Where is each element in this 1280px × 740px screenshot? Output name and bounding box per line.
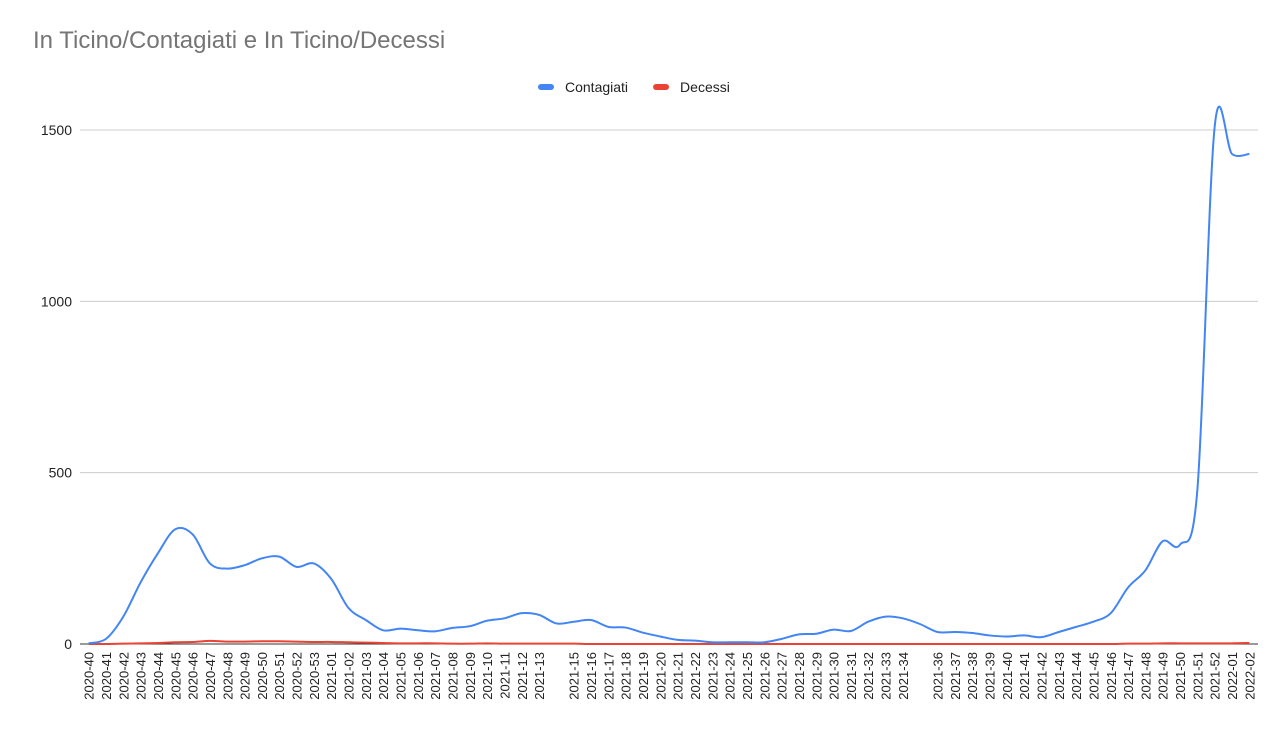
x-tick-label: 2021-27 bbox=[775, 652, 790, 700]
x-tick-label: 2021-01 bbox=[324, 652, 339, 700]
x-tick-label: 2021-09 bbox=[463, 652, 478, 700]
x-tick-label: 2022-02 bbox=[1242, 652, 1257, 700]
x-tick-label: 2021-30 bbox=[827, 652, 842, 700]
x-tick-label: 2021-17 bbox=[601, 652, 616, 700]
x-tick-label: 2020-51 bbox=[272, 652, 287, 700]
x-tick-label: 2021-28 bbox=[792, 652, 807, 700]
x-tick-label: 2020-53 bbox=[307, 652, 322, 700]
x-tick-label: 2021-04 bbox=[376, 652, 391, 700]
y-tick-label: 1000 bbox=[41, 293, 72, 309]
x-tick-label: 2021-20 bbox=[653, 652, 668, 700]
x-tick-label: 2021-32 bbox=[861, 652, 876, 700]
x-tick-label: 2020-52 bbox=[290, 652, 305, 700]
x-tick-label: 2021-45 bbox=[1086, 652, 1101, 700]
x-tick-label: 2021-10 bbox=[480, 652, 495, 700]
x-tick-label: 2020-42 bbox=[116, 652, 131, 700]
x-tick-label: 2021-39 bbox=[982, 652, 997, 700]
x-tick-label: 2021-38 bbox=[965, 652, 980, 700]
x-tick-label: 2020-46 bbox=[186, 652, 201, 700]
x-tick-label: 2021-42 bbox=[1034, 652, 1049, 700]
x-tick-label: 2022-01 bbox=[1225, 652, 1240, 700]
x-tick-label: 2021-51 bbox=[1190, 652, 1205, 700]
x-tick-label: 2020-44 bbox=[151, 652, 166, 700]
x-tick-label: 2021-29 bbox=[809, 652, 824, 700]
x-tick-label: 2021-48 bbox=[1138, 652, 1153, 700]
x-tick-label: 2021-44 bbox=[1069, 652, 1084, 700]
x-tick-label: 2021-03 bbox=[359, 652, 374, 700]
x-tick-label: 2020-45 bbox=[168, 652, 183, 700]
x-tick-label: 2021-37 bbox=[948, 652, 963, 700]
x-tick-label: 2021-25 bbox=[740, 652, 755, 700]
x-tick-label: 2021-16 bbox=[584, 652, 599, 700]
x-tick-label: 2021-43 bbox=[1052, 652, 1067, 700]
x-tick-label: 2021-12 bbox=[515, 652, 530, 700]
y-tick-label: 500 bbox=[49, 465, 73, 481]
x-tick-label: 2021-36 bbox=[931, 652, 946, 700]
line-series bbox=[88, 639, 1250, 646]
x-tick-label: 2020-41 bbox=[99, 652, 114, 700]
x-tick-label: 2021-21 bbox=[671, 652, 686, 700]
legend-swatch bbox=[538, 84, 554, 90]
x-tick-label: 2020-49 bbox=[238, 652, 253, 700]
x-tick-label: 2021-22 bbox=[688, 652, 703, 700]
line-series bbox=[88, 105, 1250, 645]
y-tick-label: 1500 bbox=[41, 122, 72, 138]
x-tick-label: 2020-50 bbox=[255, 652, 270, 700]
x-tick-label: 2021-06 bbox=[411, 652, 426, 700]
x-tick-label: 2020-43 bbox=[134, 652, 149, 700]
x-tick-label: 2021-08 bbox=[445, 652, 460, 700]
legend-label: Decessi bbox=[680, 79, 730, 95]
x-tick-label: 2021-34 bbox=[896, 652, 911, 700]
x-tick-label: 2021-50 bbox=[1173, 652, 1188, 700]
x-tick-label: 2020-47 bbox=[203, 652, 218, 700]
x-tick-label: 2021-41 bbox=[1017, 652, 1032, 700]
x-tick-label: 2021-31 bbox=[844, 652, 859, 700]
x-tick-label: 2021-15 bbox=[567, 652, 582, 700]
x-tick-label: 2021-46 bbox=[1104, 652, 1119, 700]
x-tick-label: 2021-24 bbox=[723, 652, 738, 700]
x-tick-label: 2021-52 bbox=[1208, 652, 1223, 700]
chart-title: In Ticino/Contagiati e In Ticino/Decessi bbox=[33, 27, 445, 54]
x-tick-label: 2021-40 bbox=[1000, 652, 1015, 700]
x-tick-label: 2021-33 bbox=[879, 652, 894, 700]
x-tick-label: 2021-11 bbox=[497, 652, 512, 699]
x-tick-label: 2020-40 bbox=[82, 652, 97, 700]
x-tick-label: 2021-49 bbox=[1156, 652, 1171, 700]
x-tick-label: 2021-02 bbox=[342, 652, 357, 700]
y-tick-label: 0 bbox=[64, 636, 72, 652]
x-tick-label: 2021-19 bbox=[636, 652, 651, 700]
x-tick-label: 2021-47 bbox=[1121, 652, 1136, 700]
x-tick-label: 2021-18 bbox=[619, 652, 634, 700]
legend-label: Contagiati bbox=[565, 79, 628, 95]
x-tick-label: 2020-48 bbox=[220, 652, 235, 700]
x-tick-label: 2021-23 bbox=[705, 652, 720, 700]
x-tick-label: 2021-26 bbox=[757, 652, 772, 700]
x-tick-label: 2021-05 bbox=[393, 652, 408, 700]
legend-swatch bbox=[653, 84, 670, 90]
x-tick-label: 2021-07 bbox=[428, 652, 443, 700]
x-tick-label: 2021-13 bbox=[532, 652, 547, 700]
